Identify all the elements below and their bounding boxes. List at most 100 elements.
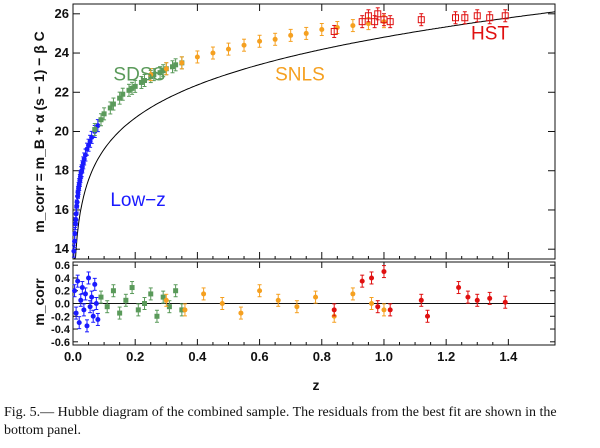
residual-point-low-z	[90, 313, 96, 319]
residual-point-sdss	[179, 307, 185, 313]
x-tick-label: 0.6	[251, 349, 269, 364]
residual-point-low-z	[95, 316, 101, 322]
data-point-sdss	[126, 87, 132, 93]
data-point-low-z	[71, 248, 77, 254]
data-point-low-z	[79, 168, 85, 174]
data-point-low-z	[89, 134, 95, 140]
residual-point-hst	[487, 295, 493, 301]
y-tick-label-top: 14	[55, 241, 70, 256]
x-tick-label: 1.0	[375, 349, 393, 364]
data-point-low-z	[72, 238, 78, 244]
residual-point-sdss	[129, 285, 135, 291]
x-tick-label: 1.4	[499, 349, 518, 364]
residual-point-sdss	[104, 304, 110, 310]
data-point-hst	[364, 12, 372, 20]
data-point-hst	[386, 18, 394, 26]
residual-point-sdss	[142, 301, 148, 306]
residual-point-low-z	[72, 288, 78, 294]
data-point-snls	[350, 23, 356, 29]
data-point-snls	[225, 46, 231, 52]
residual-point-snls	[350, 291, 356, 297]
data-point-sdss	[138, 79, 144, 85]
residual-point-sdss	[110, 288, 116, 294]
y-tick-label-top: 18	[55, 163, 69, 178]
residual-point-sdss	[154, 313, 160, 319]
residual-point-low-z	[92, 281, 98, 287]
y-axis-title-top: m_corr = m_B + α (s − 1) − β C	[31, 31, 47, 233]
data-point-sdss	[170, 64, 176, 70]
data-point-low-z	[77, 178, 83, 184]
y-tick-label-bottom: -0.6	[51, 337, 70, 349]
y-tick-label-bottom: 0.2	[55, 286, 70, 298]
residual-point-low-z	[79, 285, 85, 291]
data-point-sdss	[117, 95, 123, 101]
data-point-snls	[257, 38, 263, 44]
data-point-snls	[272, 36, 278, 42]
residual-point-sdss	[173, 288, 179, 294]
best-fit-curve	[73, 11, 556, 260]
data-point-snls	[303, 30, 309, 36]
data-point-hst	[486, 14, 494, 22]
data-point-sdss	[157, 70, 163, 76]
data-point-sdss	[129, 85, 135, 91]
x-tick-label: 0.0	[64, 349, 82, 364]
y-tick-label-bottom: 0.6	[55, 260, 70, 272]
data-point-sdss	[151, 72, 157, 78]
residual-point-low-z	[82, 291, 88, 297]
annotation-hst: HST	[471, 23, 509, 44]
data-point-sdss	[142, 78, 148, 83]
residual-point-sdss	[98, 294, 104, 300]
residual-point-low-z	[84, 323, 90, 329]
data-point-hst	[374, 10, 382, 18]
residual-point-hst	[465, 294, 471, 300]
residual-point-hst	[456, 285, 462, 291]
data-point-hst	[358, 18, 366, 26]
x-tick-label: 0.8	[313, 349, 331, 364]
residual-point-snls	[369, 301, 375, 306]
residual-point-low-z	[78, 297, 84, 303]
residual-point-snls	[313, 294, 319, 300]
data-point-snls	[148, 72, 154, 78]
top-panel: 14 16 18 20 22 24 26 SDSS SNLS HST Low−z	[55, 3, 556, 260]
residual-point-hst	[331, 307, 337, 313]
residual-point-low-z	[73, 310, 79, 316]
data-point-low-z	[72, 231, 78, 236]
y-axis-title-bottom: m_corr	[31, 278, 47, 326]
y-tick-label-bottom: -0.4	[51, 324, 71, 336]
data-point-hst	[371, 18, 379, 26]
data-point-sdss	[173, 62, 179, 68]
data-point-snls	[194, 54, 200, 60]
y-tick-label-bottom: -0.2	[51, 311, 70, 323]
residual-point-low-z	[93, 301, 99, 306]
residual-point-hst	[418, 297, 424, 303]
residual-point-sdss	[123, 297, 129, 303]
figure-caption: Fig. 5.— Hubble diagram of the combined …	[4, 405, 557, 438]
y-tick-label-top: 24	[55, 45, 70, 60]
residual-point-hst	[425, 313, 431, 319]
data-point-sdss	[132, 83, 138, 89]
data-point-sdss	[110, 101, 116, 107]
residual-point-snls	[163, 297, 169, 303]
residual-point-sdss	[160, 294, 166, 300]
residual-point-low-z	[89, 294, 95, 300]
x-tick-label: 1.2	[437, 349, 455, 364]
annotation-lowz: Low−z	[110, 190, 165, 211]
annotation-snls: SNLS	[275, 65, 325, 86]
residual-point-hst	[369, 275, 375, 281]
data-point-sdss	[120, 91, 126, 97]
data-point-hst	[501, 12, 509, 20]
residual-point-low-z	[86, 275, 92, 281]
data-point-hst	[473, 12, 481, 20]
data-point-low-z	[76, 181, 82, 187]
data-point-snls	[163, 66, 169, 72]
data-point-low-z	[76, 185, 82, 191]
residual-point-sdss	[135, 307, 141, 313]
x-axis-title: z	[313, 377, 320, 393]
y-tick-label-top: 16	[55, 202, 69, 217]
residual-point-hst	[474, 297, 480, 303]
data-point-sdss	[107, 105, 113, 111]
y-tick-label-top: 26	[55, 6, 69, 21]
data-point-snls	[179, 60, 185, 66]
residual-point-snls	[381, 307, 387, 313]
